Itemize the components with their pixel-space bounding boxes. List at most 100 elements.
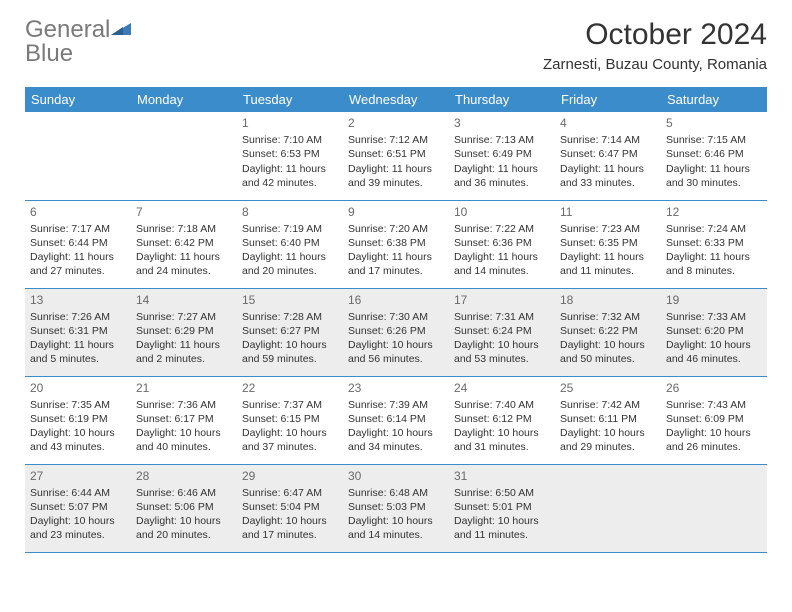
calendar-empty-cell <box>25 112 131 200</box>
sunrise-line: Sunrise: 7:14 AM <box>560 133 656 147</box>
weekday-header: Monday <box>131 87 237 112</box>
sunrise-line: Sunrise: 7:13 AM <box>454 133 550 147</box>
calendar-week-row: 20 Sunrise: 7:35 AMSunset: 6:19 PM Dayligh… <box>25 376 767 464</box>
sunset-line: Sunset: 5:04 PM <box>242 500 338 514</box>
day-number: 1 <box>242 115 338 131</box>
sunset-line: Sunset: 6:15 PM <box>242 412 338 426</box>
day-number: 16 <box>348 292 444 308</box>
sunrise-line: Sunrise: 7:12 AM <box>348 133 444 147</box>
day-number: 13 <box>30 292 126 308</box>
sunset-line: Sunset: 6:09 PM <box>666 412 762 426</box>
daylight-line: Daylight: 11 hours and 27 minutes. <box>30 250 126 278</box>
calendar-day-cell: 30Sunrise: 6:48 AMSunset: 5:03 PMDayligh… <box>343 464 449 552</box>
day-number: 3 <box>454 115 550 131</box>
calendar-day-cell: 8Sunrise: 7:19 AMSunset: 6:40 PMDaylight… <box>237 200 343 288</box>
sunset-line: Sunset: 6:22 PM <box>560 324 656 338</box>
weekday-header: Tuesday <box>237 87 343 112</box>
day-number: 15 <box>242 292 338 308</box>
day-number: 25 <box>560 380 656 396</box>
daylight-line: Daylight: 11 hours and 11 minutes. <box>560 250 656 278</box>
calendar-empty-cell <box>555 464 661 552</box>
calendar-day-cell: 4 Sunrise: 7:14 AMSunset: 6:47 PMDaylight… <box>555 112 661 200</box>
sunrise-line: Sunrise: 7:39 AM <box>348 398 444 412</box>
day-number: 18 <box>560 292 656 308</box>
sunrise-line: Sunrise: 7:36 AM <box>136 398 232 412</box>
sunrise-line: Sunrise: 7:42 AM <box>560 398 656 412</box>
day-number: 17 <box>454 292 550 308</box>
sunrise-line: Sunrise: 7:27 AM <box>136 310 232 324</box>
calendar-day-cell: 21Sunrise: 7:36 AMSunset: 6:17 PMDayligh… <box>131 376 237 464</box>
calendar-day-cell: 14Sunrise: 7:27 AMSunset: 6:29 PMDayligh… <box>131 288 237 376</box>
sunset-line: Sunset: 6:40 PM <box>242 236 338 250</box>
day-number: 27 <box>30 468 126 484</box>
logo-triangle-icon <box>111 24 131 41</box>
sunset-line: Sunset: 6:35 PM <box>560 236 656 250</box>
sunrise-line: Sunrise: 7:37 AM <box>242 398 338 412</box>
calendar-empty-cell <box>131 112 237 200</box>
daylight-line: Daylight: 11 hours and 33 minutes. <box>560 162 656 190</box>
calendar-day-cell: 19Sunrise: 7:33 AMSunset: 6:20 PMDayligh… <box>661 288 767 376</box>
sunrise-line: Sunrise: 6:44 AM <box>30 486 126 500</box>
calendar-empty-cell <box>661 464 767 552</box>
sunrise-line: Sunrise: 7:17 AM <box>30 222 126 236</box>
sunrise-line: Sunrise: 7:18 AM <box>136 222 232 236</box>
sunset-line: Sunset: 6:26 PM <box>348 324 444 338</box>
daylight-line: Daylight: 11 hours and 14 minutes. <box>454 250 550 278</box>
day-number: 26 <box>666 380 762 396</box>
day-number: 5 <box>666 115 762 131</box>
daylight-line: Daylight: 11 hours and 5 minutes. <box>30 338 126 366</box>
day-number: 30 <box>348 468 444 484</box>
sunset-line: Sunset: 6:27 PM <box>242 324 338 338</box>
sunset-line: Sunset: 5:07 PM <box>30 500 126 514</box>
sunset-line: Sunset: 6:49 PM <box>454 147 550 161</box>
daylight-line: Daylight: 10 hours and 31 minutes. <box>454 426 550 454</box>
daylight-line: Daylight: 11 hours and 42 minutes. <box>242 162 338 190</box>
calendar-day-cell: 25Sunrise: 7:42 AMSunset: 6:11 PMDayligh… <box>555 376 661 464</box>
sunset-line: Sunset: 6:24 PM <box>454 324 550 338</box>
daylight-line: Daylight: 10 hours and 34 minutes. <box>348 426 444 454</box>
daylight-line: Daylight: 11 hours and 30 minutes. <box>666 162 762 190</box>
sunset-line: Sunset: 6:14 PM <box>348 412 444 426</box>
day-number: 10 <box>454 204 550 220</box>
calendar-day-cell: 27 Sunrise: 6:44 AMSunset: 5:07 PMDayligh… <box>25 464 131 552</box>
sunset-line: Sunset: 6:46 PM <box>666 147 762 161</box>
daylight-line: Daylight: 10 hours and 56 minutes. <box>348 338 444 366</box>
sunset-line: Sunset: 6:36 PM <box>454 236 550 250</box>
sunset-line: Sunset: 6:47 PM <box>560 147 656 161</box>
day-number: 14 <box>136 292 232 308</box>
calendar-day-cell: 23Sunrise: 7:39 AMSunset: 6:14 PMDayligh… <box>343 376 449 464</box>
weekday-header: Saturday <box>661 87 767 112</box>
calendar-week-row: 13Sunrise: 7:26 AMSunset: 6:31 PMDayligh… <box>25 288 767 376</box>
sunset-line: Sunset: 6:19 PM <box>30 412 126 426</box>
sunrise-line: Sunrise: 7:35 AM <box>30 398 126 412</box>
day-number: 28 <box>136 468 232 484</box>
daylight-line: Daylight: 10 hours and 23 minutes. <box>30 514 126 542</box>
day-number: 20 <box>30 380 126 396</box>
sunrise-line: Sunrise: 7:15 AM <box>666 133 762 147</box>
sunrise-line: Sunrise: 7:43 AM <box>666 398 762 412</box>
sunrise-line: Sunrise: 7:26 AM <box>30 310 126 324</box>
daylight-line: Daylight: 10 hours and 26 minutes. <box>666 426 762 454</box>
sunrise-line: Sunrise: 7:22 AM <box>454 222 550 236</box>
calendar-day-cell: 2Sunrise: 7:12 AMSunset: 6:51 PMDaylight… <box>343 112 449 200</box>
day-number: 9 <box>348 204 444 220</box>
daylight-line: Daylight: 10 hours and 50 minutes. <box>560 338 656 366</box>
calendar-table: SundayMondayTuesdayWednesdayThursdayFrid… <box>25 87 767 553</box>
calendar-day-cell: 11Sunrise: 7:23 AMSunset: 6:35 PMDayligh… <box>555 200 661 288</box>
calendar-week-row: 6Sunrise: 7:17 AMSunset: 6:44 PMDaylight… <box>25 200 767 288</box>
day-number: 24 <box>454 380 550 396</box>
weekday-header: Friday <box>555 87 661 112</box>
header: General Blue October 2024 Zarnesti, Buza… <box>25 18 767 73</box>
day-number: 4 <box>560 115 656 131</box>
logo-text: General Blue <box>25 18 131 66</box>
daylight-line: Daylight: 11 hours and 24 minutes. <box>136 250 232 278</box>
calendar-day-cell: 9Sunrise: 7:20 AMSunset: 6:38 PMDaylight… <box>343 200 449 288</box>
calendar-day-cell: 28Sunrise: 6:46 AMSunset: 5:06 PMDayligh… <box>131 464 237 552</box>
daylight-line: Daylight: 11 hours and 20 minutes. <box>242 250 338 278</box>
sunrise-line: Sunrise: 6:46 AM <box>136 486 232 500</box>
day-number: 11 <box>560 204 656 220</box>
title-block: October 2024 Zarnesti, Buzau County, Rom… <box>543 18 767 73</box>
sunset-line: Sunset: 6:20 PM <box>666 324 762 338</box>
sunset-line: Sunset: 5:06 PM <box>136 500 232 514</box>
calendar-day-cell: 24Sunrise: 7:40 AMSunset: 6:12 PMDayligh… <box>449 376 555 464</box>
